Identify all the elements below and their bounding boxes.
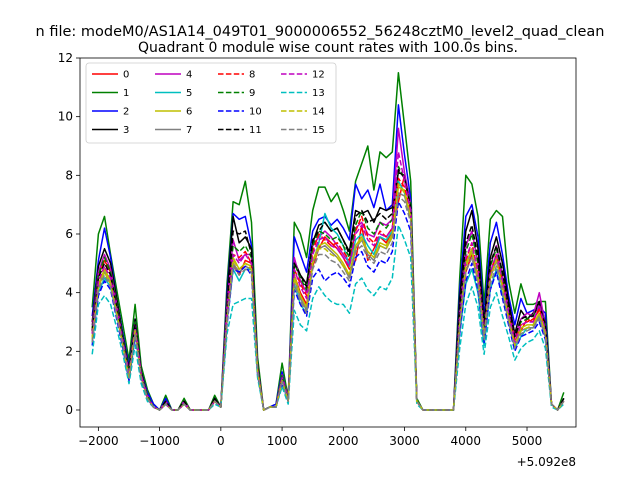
chart-title: Quadrant 0 module wise count rates with … <box>138 40 518 56</box>
plot-frame-border <box>79 57 577 428</box>
x-tick-label: 3000 <box>389 434 420 448</box>
legend-label-3: 3 <box>123 125 129 136</box>
legend-label-11: 11 <box>249 125 262 136</box>
y-tick-label: 0 <box>65 403 73 417</box>
x-tick-label: 5000 <box>512 434 543 448</box>
legend-label-9: 9 <box>249 88 255 99</box>
x-tick-label: 1000 <box>267 434 298 448</box>
figure-suptitle: n file: modeM0/AS1A14_049T01_9000006552_… <box>36 24 605 40</box>
y-tick-label: 4 <box>65 286 73 300</box>
series-line-15 <box>91 195 565 411</box>
y-axis: 0 2 4 6 8 10 12 <box>58 51 80 417</box>
legend-label-6: 6 <box>186 107 192 118</box>
x-tick-label: −2000 <box>78 434 119 448</box>
y-tick-label: 2 <box>65 344 73 358</box>
y-tick-label: 10 <box>58 110 73 124</box>
legend-label-8: 8 <box>249 70 255 81</box>
legend-label-7: 7 <box>186 125 192 136</box>
legend-label-13: 13 <box>312 88 325 99</box>
legend-label-5: 5 <box>186 88 192 99</box>
y-tick-label: 12 <box>58 51 73 65</box>
legend-label-0: 0 <box>123 70 129 81</box>
x-tick-label: −1000 <box>139 434 180 448</box>
x-axis: −2000 −1000 0 1000 2000 3000 4000 5000 <box>78 427 542 448</box>
legend-label-1: 1 <box>123 88 129 99</box>
y-tick-label: 8 <box>65 168 73 182</box>
x-offset-label: +5.092e8 <box>517 455 576 469</box>
legend-label-15: 15 <box>312 125 325 136</box>
y-tick-label: 6 <box>65 227 73 241</box>
series-layer <box>91 71 565 411</box>
legend-label-10: 10 <box>249 107 262 118</box>
legend-frame <box>85 62 337 144</box>
legend-label-14: 14 <box>312 107 325 118</box>
legend-label-2: 2 <box>123 107 129 118</box>
legend-label-4: 4 <box>186 70 192 81</box>
legend-label-12: 12 <box>312 70 325 81</box>
x-tick-label: 0 <box>217 434 225 448</box>
x-tick-label: 2000 <box>328 434 359 448</box>
x-tick-label: 4000 <box>451 434 482 448</box>
